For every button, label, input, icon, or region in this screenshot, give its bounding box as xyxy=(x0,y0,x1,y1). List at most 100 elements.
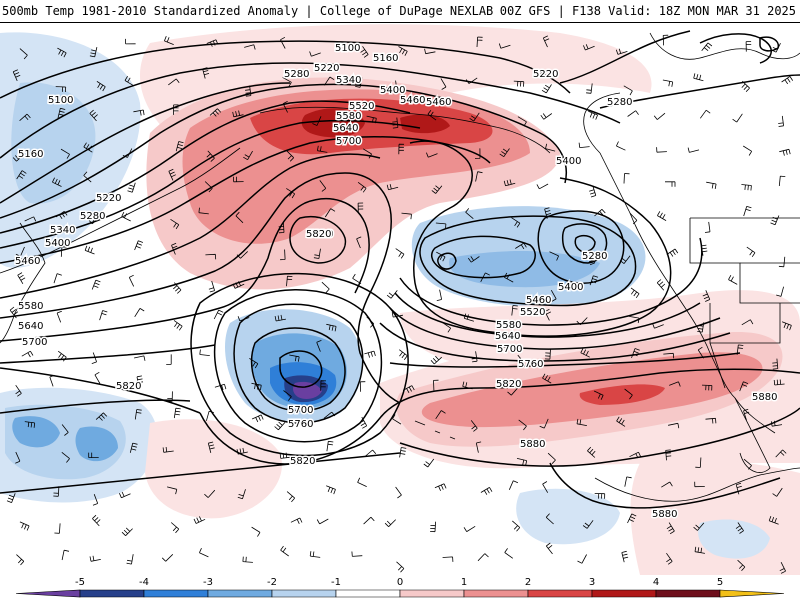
wind-barb xyxy=(781,321,792,331)
wind-barb xyxy=(122,148,133,158)
colorbar-tick: -3 xyxy=(203,577,213,588)
wind-barb xyxy=(476,36,483,48)
wind-barb xyxy=(627,513,637,524)
contour-line xyxy=(0,198,370,342)
wind-barb xyxy=(504,272,514,283)
wind-barb xyxy=(442,322,452,333)
wind-barb xyxy=(235,211,244,224)
wind-barb xyxy=(91,279,101,290)
wind-barb xyxy=(695,457,702,468)
anomaly-region xyxy=(400,114,450,134)
wind-barb xyxy=(206,150,215,162)
wind-barb xyxy=(701,244,708,256)
mexico-border xyxy=(594,467,800,502)
hawaii xyxy=(414,420,456,440)
wind-barb xyxy=(542,373,552,384)
wind-barb xyxy=(728,275,738,285)
contour-label: 5760 xyxy=(518,359,543,370)
wind-barb xyxy=(513,80,525,87)
contour-label: 5100 xyxy=(48,95,73,106)
wind-barb xyxy=(391,80,398,92)
wind-barb xyxy=(705,417,717,424)
wind-barb xyxy=(19,113,31,122)
contour-label: 5580 xyxy=(18,301,43,312)
map-title: 500mb Temp 1981-2010 Standardized Anomal… xyxy=(2,4,494,18)
colorbar-tick: -1 xyxy=(331,577,341,588)
wind-barb xyxy=(173,282,182,294)
contour-label: 5460 xyxy=(15,256,40,267)
wind-barb xyxy=(395,248,405,259)
wind-barb xyxy=(687,147,700,153)
state-border xyxy=(709,303,781,344)
wind-barb xyxy=(630,287,640,299)
wind-barb xyxy=(629,316,640,324)
wind-barb xyxy=(61,451,70,463)
wind-barb xyxy=(770,215,780,226)
wind-barb xyxy=(396,561,405,573)
wind-barb xyxy=(666,248,679,257)
wind-barb xyxy=(60,246,67,257)
contour-line xyxy=(389,352,741,368)
wind-barb xyxy=(399,447,407,458)
contour-label: 5580 xyxy=(496,320,521,331)
contour-line xyxy=(289,216,347,264)
colorbar-tick: -4 xyxy=(139,577,149,588)
contour-label: 5100 xyxy=(335,43,360,54)
wind-barb xyxy=(775,449,787,458)
wind-barb xyxy=(781,76,794,85)
contour-line xyxy=(0,100,411,234)
anomaly-region xyxy=(698,519,770,559)
wind-barb xyxy=(594,209,606,217)
contour-line xyxy=(419,215,637,307)
wind-barb xyxy=(498,43,511,49)
wind-barb xyxy=(746,246,756,258)
wind-barb xyxy=(167,486,178,495)
wind-barb xyxy=(743,458,752,470)
wind-barb xyxy=(471,351,478,363)
wind-barb xyxy=(323,411,336,419)
wind-barb xyxy=(693,522,705,531)
contour-label: 5280 xyxy=(284,69,309,80)
contour-label: 5160 xyxy=(373,53,398,64)
wind-barb xyxy=(392,117,399,129)
wind-barb xyxy=(542,481,549,493)
wind-barb xyxy=(278,222,285,234)
colorbar-swatch xyxy=(143,589,209,598)
wind-barb xyxy=(88,452,99,458)
contour-label: 5220 xyxy=(96,193,121,204)
wind-barb xyxy=(92,514,101,527)
wind-barb xyxy=(206,39,219,47)
wind-barb xyxy=(21,350,34,358)
wind-barb xyxy=(583,44,595,51)
wind-barb xyxy=(364,350,376,358)
wind-barb xyxy=(442,556,454,562)
wind-barb xyxy=(166,354,172,365)
anomaly-region xyxy=(11,82,96,204)
wind-barb xyxy=(326,440,334,452)
wind-barb xyxy=(392,414,402,425)
wind-barb xyxy=(398,143,405,155)
wind-barb xyxy=(550,290,557,302)
contour-line xyxy=(409,140,672,337)
wind-barb xyxy=(436,289,442,301)
wind-barb xyxy=(321,281,330,293)
wind-barb xyxy=(326,323,337,332)
contour-label: 5640 xyxy=(18,321,43,332)
wind-barb xyxy=(49,374,55,387)
wind-barb xyxy=(233,176,244,183)
wind-barb xyxy=(170,522,180,534)
wind-barb xyxy=(745,41,752,52)
contour-label: 5460 xyxy=(400,95,425,106)
wind-barb xyxy=(771,43,781,53)
colorbar-tick: -5 xyxy=(75,577,85,588)
contour-label: 5700 xyxy=(288,405,313,416)
wind-barb xyxy=(316,340,322,352)
wind-barb xyxy=(204,181,213,193)
contour-label: 5280 xyxy=(607,97,632,108)
wind-barb xyxy=(208,280,215,293)
wind-barbs xyxy=(6,34,794,574)
contour-label: 5220 xyxy=(533,69,558,80)
wind-barb xyxy=(16,554,25,566)
contour-label: 5280 xyxy=(582,251,607,262)
wind-barb xyxy=(280,545,289,557)
